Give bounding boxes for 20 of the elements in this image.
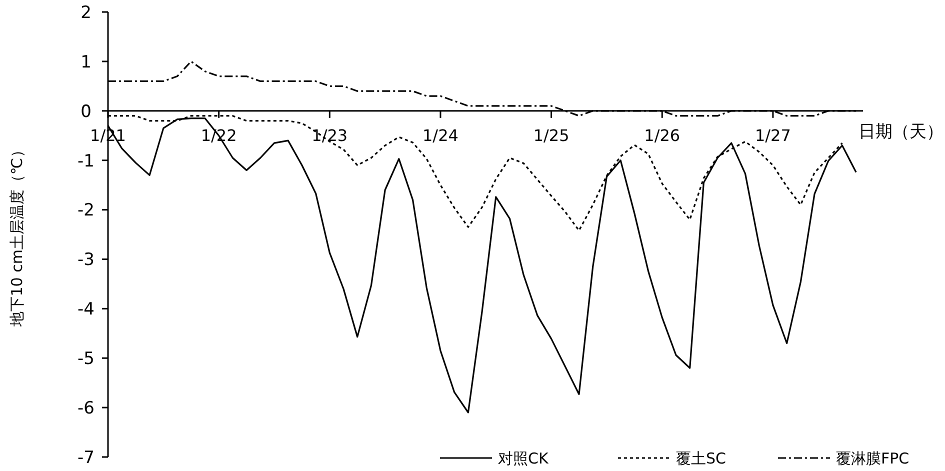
y-tick-label: -7 bbox=[78, 448, 94, 468]
x-axis-title: 日期（天） bbox=[858, 122, 944, 142]
legend-label: 覆土SC bbox=[676, 449, 726, 468]
x-tick-label: 1/27 bbox=[754, 126, 791, 145]
x-tick-label: 1/23 bbox=[312, 126, 348, 145]
x-tick-label: 1/26 bbox=[644, 126, 680, 145]
y-tick-label: -4 bbox=[78, 300, 94, 320]
y-tick-label: -5 bbox=[78, 349, 94, 370]
y-tick-label: -1 bbox=[78, 151, 94, 172]
y-tick-label: -2 bbox=[78, 200, 94, 221]
x-tick-label: 1/25 bbox=[533, 126, 570, 145]
y-tick-label: 1 bbox=[80, 52, 92, 72]
y-axis-title: 地下10 cm土层温度（℃） bbox=[8, 142, 26, 328]
y-tick-label: 2 bbox=[80, 2, 92, 23]
y-tick-label: -6 bbox=[78, 398, 94, 419]
y-tick-label: -3 bbox=[78, 250, 94, 270]
x-tick-label: 1/24 bbox=[422, 126, 458, 145]
y-tick-label: 0 bbox=[80, 102, 92, 122]
legend-label: 覆淋膜FPC bbox=[836, 449, 910, 468]
legend-label: 对照CK bbox=[498, 449, 550, 468]
